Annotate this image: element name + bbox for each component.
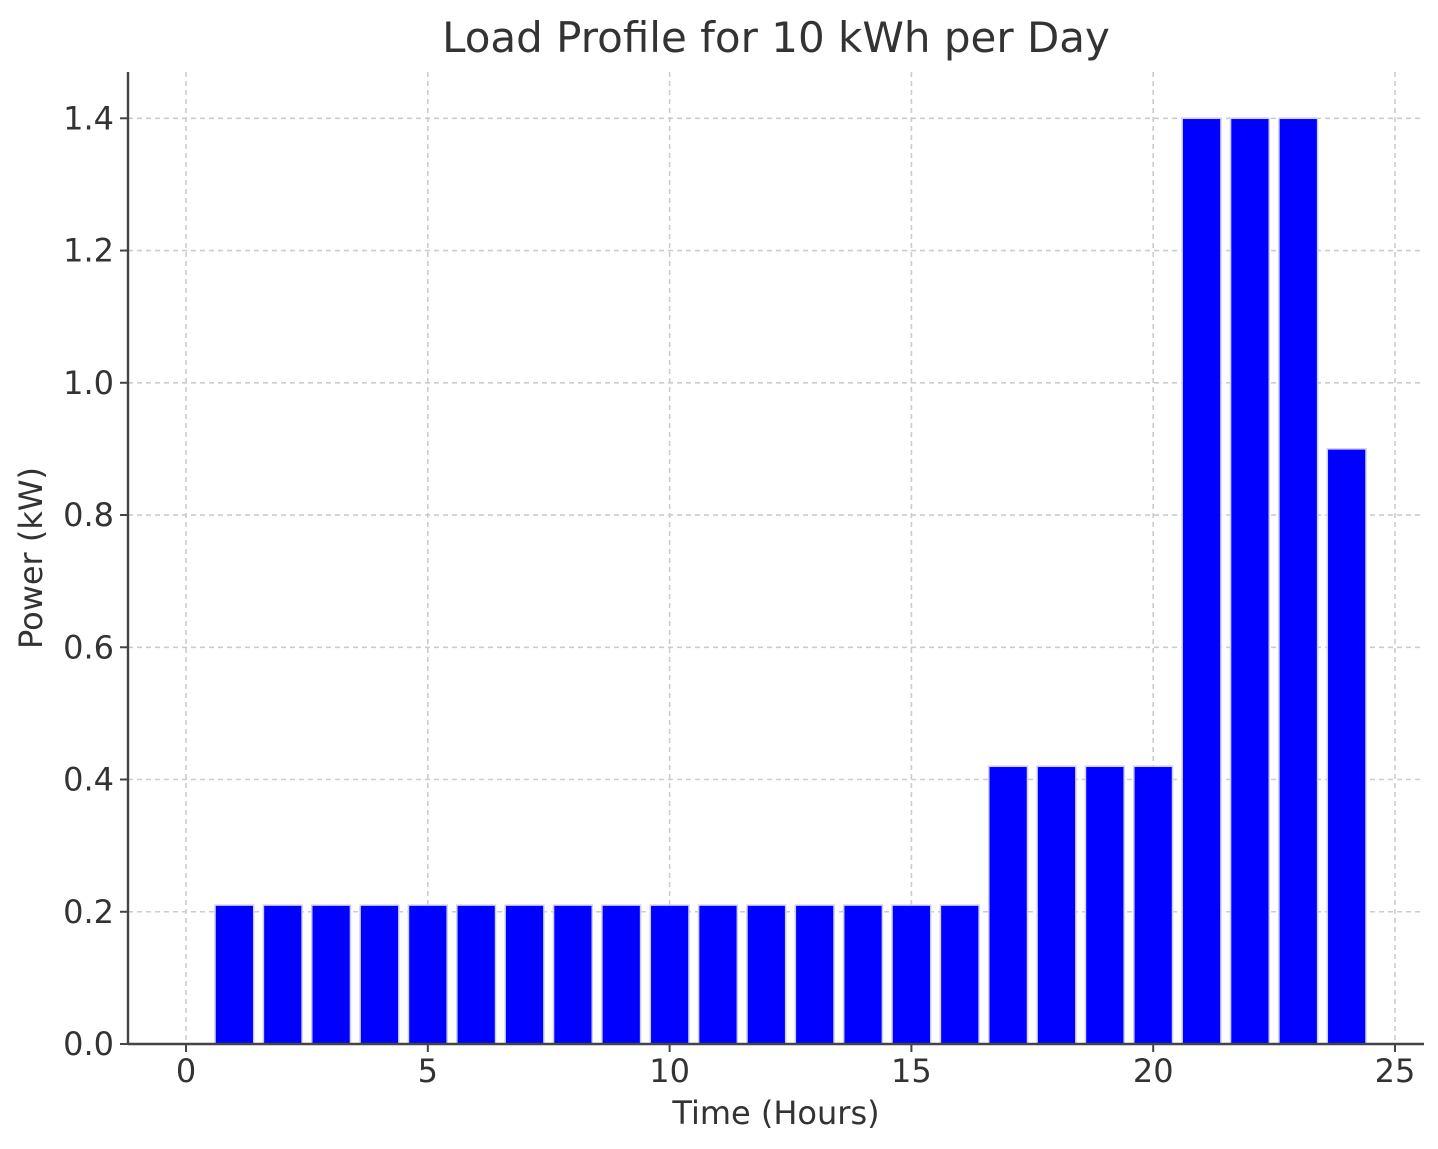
chart-title: Load Profile for 10 kWh per Day [442, 13, 1110, 62]
bar-hour-18 [1036, 765, 1077, 1045]
y-tick-label: 0.4 [63, 761, 114, 799]
bar-hour-3 [311, 904, 352, 1045]
bar-hour-16 [939, 904, 980, 1045]
bar-hour-5 [407, 904, 448, 1045]
bar-hour-4 [359, 904, 400, 1045]
bar-hour-21 [1181, 117, 1222, 1045]
x-tick-layer: 0 5 10 15 20 25 [176, 1044, 1415, 1090]
x-tick-label: 10 [649, 1052, 690, 1090]
bars-layer [214, 117, 1367, 1045]
x-tick-label: 0 [176, 1052, 196, 1090]
bar-hour-20 [1133, 765, 1174, 1045]
bar-hour-22 [1229, 117, 1271, 1045]
bar-hour-17 [988, 765, 1029, 1045]
bar-hour-7 [504, 904, 545, 1045]
y-tick-label: 1.4 [63, 99, 114, 137]
bar-hour-11 [697, 904, 739, 1045]
bar-hour-2 [262, 904, 303, 1045]
x-tick-label: 20 [1133, 1052, 1174, 1090]
axes-layer [126, 72, 1424, 1046]
x-tick-label: 25 [1375, 1052, 1416, 1090]
y-tick-label: 0.0 [63, 1025, 114, 1063]
bar-hour-1 [214, 904, 255, 1045]
bar-hour-15 [891, 904, 932, 1045]
bar-hour-8 [552, 904, 593, 1045]
x-tick-label: 5 [418, 1052, 438, 1090]
y-tick-layer: 0.0 0.2 0.4 0.6 0.8 1.0 1.2 1.4 [63, 99, 128, 1063]
bar-hour-13 [794, 904, 835, 1045]
bar-hour-9 [601, 904, 642, 1045]
bar-hour-14 [842, 904, 884, 1045]
y-tick-label: 1.2 [63, 232, 114, 270]
x-tick-label: 15 [891, 1052, 932, 1090]
y-axis-label: Power (kW) [12, 467, 50, 649]
bar-hour-12 [746, 904, 787, 1045]
y-tick-label: 0.6 [63, 628, 114, 666]
bar-hour-10 [649, 904, 690, 1045]
y-tick-label: 0.2 [63, 893, 114, 931]
bar-hour-23 [1278, 117, 1319, 1045]
bar-hour-19 [1084, 765, 1125, 1045]
bar-hour-6 [456, 904, 497, 1045]
y-tick-label: 1.0 [63, 364, 114, 402]
bar-hour-24 [1326, 448, 1367, 1045]
y-tick-label: 0.8 [63, 496, 114, 534]
x-axis-label: Time (Hours) [671, 1094, 879, 1132]
